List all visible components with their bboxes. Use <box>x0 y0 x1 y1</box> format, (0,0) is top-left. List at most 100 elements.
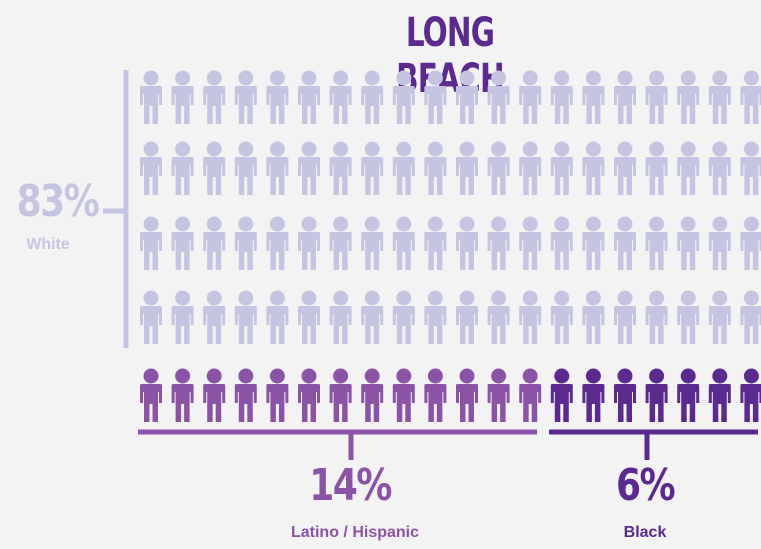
white-person-icon <box>614 141 636 195</box>
white-person-icon <box>140 141 162 195</box>
white-person-icon <box>740 70 761 124</box>
white-person-icon <box>677 141 700 195</box>
white-person-icon <box>392 290 415 344</box>
white-person-icon <box>140 216 162 270</box>
white-person-icon <box>361 70 384 124</box>
black-category-label: Black <box>623 524 667 541</box>
white-person-icon <box>171 216 194 270</box>
white-person-icon <box>424 290 447 344</box>
latino-person-icon <box>424 368 447 422</box>
white-person-icon <box>171 70 194 124</box>
black-person-icon <box>614 368 636 422</box>
latino-person-icon <box>171 368 194 422</box>
white-person-icon <box>708 290 731 344</box>
white-person-icon <box>487 216 510 270</box>
white-person-icon <box>234 216 257 270</box>
white-person-icon <box>550 141 573 195</box>
white-person-icon <box>550 290 573 344</box>
latino-person-icon <box>361 368 384 422</box>
white-person-icon <box>424 70 447 124</box>
white-person-icon <box>582 290 605 344</box>
white-person-icon <box>392 70 415 124</box>
white-person-icon <box>487 70 510 124</box>
black-person-icon <box>645 368 668 422</box>
white-person-icon <box>582 141 605 195</box>
white-person-icon <box>140 70 162 124</box>
latino-person-icon <box>392 368 415 422</box>
white-person-icon <box>645 290 668 344</box>
latino-person-icon <box>519 368 542 422</box>
white-person-icon <box>614 290 636 344</box>
white-person-icon <box>171 290 194 344</box>
latino-person-icon <box>298 368 320 422</box>
latino-category-label: Latino / Hispanic <box>290 524 419 541</box>
white-person-icon <box>266 141 289 195</box>
white-person-icon <box>298 141 320 195</box>
white-person-icon <box>456 141 478 195</box>
white-person-icon <box>361 290 384 344</box>
white-person-icon <box>361 216 384 270</box>
white-person-icon <box>456 290 478 344</box>
white-person-icon <box>329 290 352 344</box>
white-person-icon <box>740 216 761 270</box>
white-person-icon <box>708 216 731 270</box>
white-person-icon <box>519 141 542 195</box>
latino-person-icon <box>203 368 226 422</box>
latino-person-icon <box>329 368 352 422</box>
white-person-icon <box>487 141 510 195</box>
white-person-icon <box>582 70 605 124</box>
white-person-icon <box>677 216 700 270</box>
white-person-icon <box>361 141 384 195</box>
white-person-icon <box>266 216 289 270</box>
white-person-icon <box>392 141 415 195</box>
white-person-icon <box>708 141 731 195</box>
chart-title: LONG BEACH <box>396 10 505 102</box>
white-person-icon <box>266 70 289 124</box>
black-person-icon <box>740 368 761 422</box>
black-person-icon <box>582 368 605 422</box>
white-person-icon <box>550 216 573 270</box>
white-person-icon <box>645 216 668 270</box>
black-person-icon <box>708 368 731 422</box>
white-person-icon <box>582 216 605 270</box>
white-person-icon <box>645 141 668 195</box>
white-person-icon <box>740 290 761 344</box>
black-percent-label: 6% <box>616 460 676 511</box>
white-person-icon <box>424 141 447 195</box>
white-person-icon <box>203 290 226 344</box>
white-person-icon <box>329 141 352 195</box>
white-person-icon <box>234 290 257 344</box>
white-person-icon <box>298 290 320 344</box>
white-person-icon <box>298 70 320 124</box>
white-person-icon <box>614 216 636 270</box>
white-person-icon <box>140 290 162 344</box>
latino-person-icon <box>456 368 478 422</box>
white-person-icon <box>519 70 542 124</box>
white-person-icon <box>519 216 542 270</box>
black-person-icon <box>550 368 573 422</box>
white-person-icon <box>456 70 478 124</box>
white-person-icon <box>298 216 320 270</box>
white-person-icon <box>203 216 226 270</box>
white-person-icon <box>203 70 226 124</box>
white-person-icon <box>519 290 542 344</box>
white-person-icon <box>550 70 573 124</box>
black-person-icon <box>677 368 700 422</box>
white-person-icon <box>677 290 700 344</box>
white-person-icon <box>487 290 510 344</box>
white-person-icon <box>329 216 352 270</box>
latino-person-icon <box>266 368 289 422</box>
white-person-icon <box>645 70 668 124</box>
white-person-icon <box>708 70 731 124</box>
white-person-icon <box>171 141 194 195</box>
white-person-icon <box>266 290 289 344</box>
white-person-icon <box>456 216 478 270</box>
white-percent-label: 83% <box>16 176 100 227</box>
latino-person-icon <box>140 368 162 422</box>
white-person-icon <box>234 70 257 124</box>
white-person-icon <box>677 70 700 124</box>
white-person-icon <box>614 70 636 124</box>
white-person-icon <box>424 216 447 270</box>
